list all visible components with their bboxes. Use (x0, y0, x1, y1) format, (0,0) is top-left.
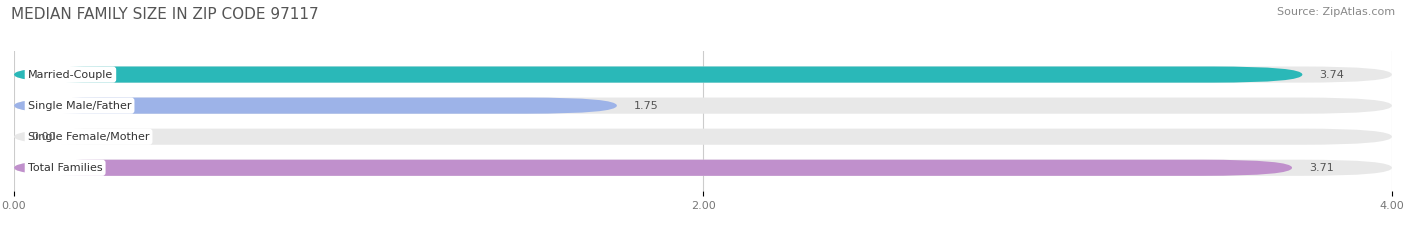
Text: MEDIAN FAMILY SIZE IN ZIP CODE 97117: MEDIAN FAMILY SIZE IN ZIP CODE 97117 (11, 7, 319, 22)
Text: Single Female/Mother: Single Female/Mother (28, 132, 149, 142)
FancyBboxPatch shape (14, 98, 617, 114)
FancyBboxPatch shape (14, 66, 1302, 83)
Text: 1.75: 1.75 (634, 101, 659, 111)
Text: 3.74: 3.74 (1320, 70, 1344, 79)
Text: Married-Couple: Married-Couple (28, 70, 112, 79)
FancyBboxPatch shape (14, 98, 1392, 114)
Text: Total Families: Total Families (28, 163, 103, 173)
Text: 3.71: 3.71 (1309, 163, 1334, 173)
Text: Source: ZipAtlas.com: Source: ZipAtlas.com (1277, 7, 1395, 17)
Text: 0.00: 0.00 (31, 132, 56, 142)
FancyBboxPatch shape (14, 66, 1392, 83)
FancyBboxPatch shape (14, 160, 1292, 176)
FancyBboxPatch shape (14, 160, 1392, 176)
Text: Single Male/Father: Single Male/Father (28, 101, 131, 111)
FancyBboxPatch shape (14, 129, 1392, 145)
